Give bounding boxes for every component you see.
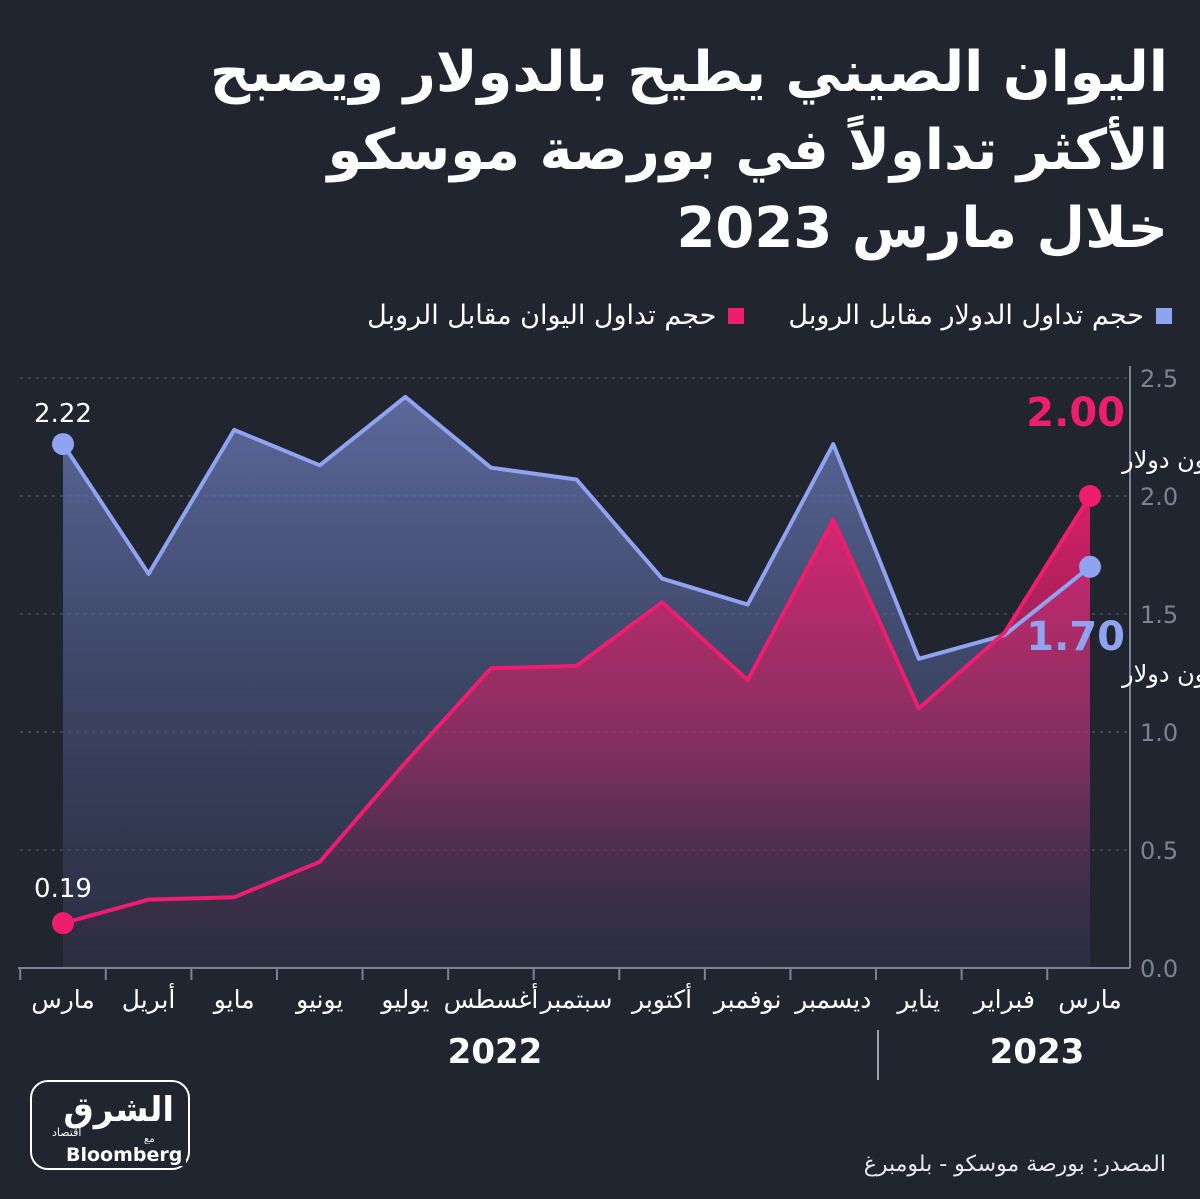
usd-point <box>1079 555 1101 578</box>
title-line-2: الأكثر تداولاً في بورصة موسكو <box>327 118 1168 183</box>
x-tick-label: أبريل <box>122 982 176 1014</box>
usd-start-label: 2.22 <box>34 399 92 429</box>
legend-swatch-usd <box>1156 307 1172 324</box>
y-tick-label: 1.5 <box>1140 601 1178 629</box>
usd-end-unit: تريليون دولار <box>1121 660 1200 688</box>
x-tick-label: مارس <box>31 985 95 1014</box>
asharq-bloomberg-logo: الشرق اقتصاد مع Bloomberg <box>30 1080 190 1170</box>
usd-line <box>61 394 1092 661</box>
chart-title: اليوان الصيني يطيح بالدولار ويصبح الأكثر… <box>48 34 1168 268</box>
cny-area <box>63 496 1090 968</box>
source-note: المصدر: بورصة موسكو - بلومبرغ <box>863 1152 1166 1177</box>
legend: حجم تداول الدولار مقابل الروبل حجم تداول… <box>367 300 1172 331</box>
legend-label-cny: حجم تداول اليوان مقابل الروبل <box>367 300 717 331</box>
y-tick-label: 1.0 <box>1140 719 1178 747</box>
logo-english: Bloomberg <box>62 1144 187 1166</box>
x-tick-label: سبتمبر <box>539 985 613 1014</box>
y-tick-label: 2.5 <box>1140 365 1178 393</box>
x-tick-label: أكتوبر <box>630 982 692 1014</box>
title-line-3: خلال مارس 2023 <box>676 196 1168 261</box>
cny-line <box>62 494 1092 926</box>
cny-end-unit: تريليون دولار <box>1121 446 1200 474</box>
logo-with: مع <box>144 1134 155 1145</box>
x-tick-label: يناير <box>895 985 940 1014</box>
x-tick-label: نوفمبر <box>712 985 782 1014</box>
x-tick-label: يونيو <box>294 985 343 1014</box>
legend-item-usd: حجم تداول الدولار مقابل الروبل <box>788 300 1172 331</box>
series-areas <box>63 396 1090 968</box>
legend-swatch-cny <box>728 307 745 324</box>
logo-arabic: الشرق <box>63 1090 174 1130</box>
year-label-2023: 2023 <box>989 1032 1085 1072</box>
year-label-2022: 2022 <box>447 1032 543 1072</box>
title-line-1: اليوان الصيني يطيح بالدولار ويصبح <box>209 40 1168 105</box>
legend-item-cny: حجم تداول اليوان مقابل الروبل <box>367 300 745 331</box>
cny-point <box>1079 485 1101 507</box>
x-tick-label: أغسطس <box>444 982 539 1014</box>
y-tick-label: 0.5 <box>1140 837 1178 865</box>
year-separator <box>877 1030 879 1080</box>
usd-end-value: 1.70 <box>1026 614 1125 660</box>
x-tick-label: يوليو <box>379 985 429 1014</box>
series-points <box>52 433 1101 935</box>
series-lines <box>61 394 1092 926</box>
cny-start-label: 0.19 <box>34 874 92 904</box>
x-tick-label: مايو <box>212 985 255 1014</box>
y-tick-label: 2.0 <box>1140 483 1178 511</box>
cny-point <box>52 912 74 935</box>
x-tick-label: فبراير <box>972 985 1035 1014</box>
x-tick-label: ديسمبر <box>793 985 871 1014</box>
logo-sub: اقتصاد <box>52 1126 82 1139</box>
cny-end-value: 2.00 <box>1026 390 1125 436</box>
x-tick-label: مارس <box>1058 985 1122 1014</box>
usd-point <box>52 433 74 456</box>
legend-label-usd: حجم تداول الدولار مقابل الروبل <box>788 300 1144 331</box>
y-tick-label: 0.0 <box>1140 955 1178 983</box>
axes: 0.0 0.5 1.0 1.5 2.0 2.5 مارس أبريل مايو يونيو يولي… <box>18 365 1178 1014</box>
